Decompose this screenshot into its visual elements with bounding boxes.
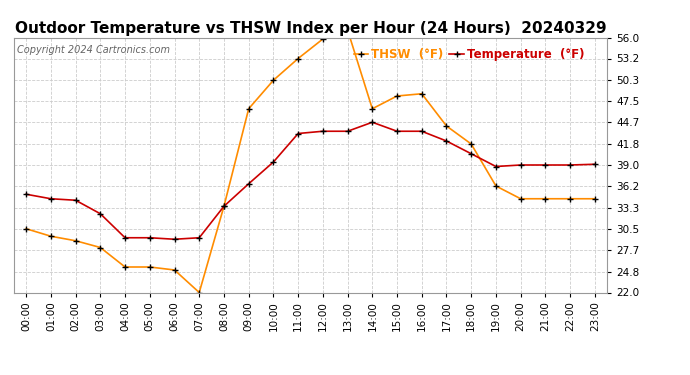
Title: Outdoor Temperature vs THSW Index per Hour (24 Hours)  20240329: Outdoor Temperature vs THSW Index per Ho… xyxy=(14,21,607,36)
Legend: THSW  (°F), Temperature  (°F): THSW (°F), Temperature (°F) xyxy=(349,44,589,66)
Text: Copyright 2024 Cartronics.com: Copyright 2024 Cartronics.com xyxy=(17,45,170,55)
